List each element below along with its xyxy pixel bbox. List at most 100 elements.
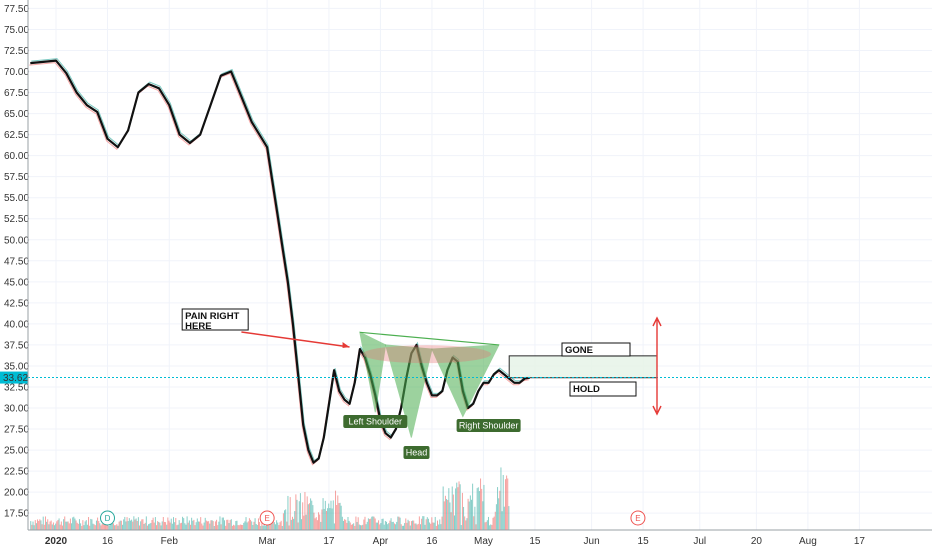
volume-bar	[129, 520, 131, 530]
volume-bar	[344, 519, 346, 530]
volume-bar	[361, 525, 363, 530]
volume-bar	[238, 525, 240, 530]
x-tick-label: 15	[529, 536, 541, 547]
event-marker	[630, 510, 646, 526]
volume-bar	[417, 523, 419, 530]
right-shoulder-text: Right Shoulder	[459, 421, 519, 431]
volume-bar	[49, 521, 51, 530]
volume-bar	[420, 524, 422, 530]
y-tick-label: 57.50	[4, 172, 29, 183]
volume-bar	[325, 510, 327, 530]
volume-bar	[184, 523, 186, 530]
volume-bar	[124, 516, 126, 530]
volume-bar	[51, 524, 53, 530]
resistance-zone	[508, 355, 658, 379]
volume-bar	[229, 520, 231, 530]
volume-bar	[311, 500, 313, 530]
volume-bar	[165, 522, 167, 530]
volume-bar	[41, 524, 43, 530]
volume-bar	[436, 520, 438, 530]
volume-bar	[153, 522, 155, 530]
volume-bar	[203, 522, 205, 530]
volume-bar	[291, 516, 293, 530]
volume-bar	[364, 516, 366, 530]
volume-bar	[481, 488, 483, 530]
volume-bar	[201, 523, 203, 530]
event-marker	[100, 510, 115, 526]
volume-bar	[179, 523, 181, 530]
volume-bar	[405, 518, 407, 530]
volume-bar	[438, 524, 440, 530]
volume-bar	[206, 521, 208, 530]
volume-bar	[82, 520, 84, 530]
volume-bar	[342, 520, 344, 530]
volume-bar	[310, 498, 312, 530]
y-tick-label: 22.50	[4, 467, 29, 478]
volume-bar	[205, 520, 207, 530]
volume-bar	[200, 517, 202, 530]
volume-bar	[352, 524, 354, 530]
volume-bar	[117, 525, 119, 530]
volume-bar	[166, 524, 168, 530]
volume-bar	[56, 521, 58, 530]
volume-bar	[373, 516, 375, 530]
volume-bar	[468, 501, 470, 530]
volume-bar	[40, 520, 42, 530]
volume-bar	[359, 525, 361, 530]
volume-bar	[123, 519, 125, 530]
volume-bar	[261, 518, 263, 530]
x-tick-label: 20	[751, 536, 763, 547]
volume-bar	[434, 516, 436, 530]
volume-bar	[231, 525, 233, 530]
volume-bar	[145, 516, 147, 530]
volume-bar	[301, 519, 303, 530]
volume-bar	[480, 478, 482, 530]
y-tick-label: 52.50	[4, 214, 29, 225]
volume-bar	[217, 525, 219, 530]
x-tick-label: 16	[102, 536, 114, 547]
volume-bar	[363, 519, 365, 530]
x-tick-label: 17	[323, 536, 335, 547]
volume-bar	[379, 524, 381, 530]
volume-bar	[482, 501, 484, 530]
volume-bar	[240, 524, 242, 530]
volume-bar	[161, 521, 163, 530]
volume-bar	[440, 524, 442, 530]
volume-bar	[396, 521, 398, 530]
volume-bar	[465, 520, 467, 530]
y-tick-label: 75.00	[4, 25, 29, 36]
volume-bar	[349, 522, 351, 530]
volume-bar	[31, 524, 33, 530]
volume-bar	[101, 523, 103, 530]
volume-bar	[408, 521, 410, 530]
volume-bar	[458, 481, 460, 530]
volume-bar	[386, 521, 388, 530]
y-tick-label: 67.50	[4, 88, 29, 99]
x-tick-label: 2020	[45, 536, 68, 547]
x-tick-label: Jul	[693, 536, 706, 547]
volume-bar	[332, 500, 334, 530]
last-price-badge	[0, 371, 28, 384]
volume-bar	[67, 521, 69, 530]
hold-label-text: HOLD	[573, 384, 600, 395]
volume-bar	[119, 520, 121, 530]
volume-bar	[453, 515, 455, 530]
volume-bar	[307, 504, 309, 530]
volume-bar	[494, 511, 496, 530]
volume-bar	[151, 520, 153, 530]
volume-bar	[176, 525, 178, 530]
volume-bar	[347, 516, 349, 530]
volume-bar	[98, 521, 100, 530]
volume-bar	[277, 522, 279, 530]
volume-bar	[68, 523, 70, 530]
volume-bar	[322, 498, 324, 530]
volume-bar	[239, 524, 241, 530]
pain-label-box	[181, 308, 249, 331]
volume-bar	[228, 523, 230, 530]
gone-label-box	[561, 342, 631, 357]
volume-bar	[328, 503, 330, 530]
volume-bar	[245, 517, 247, 530]
volume-bar	[61, 525, 63, 530]
